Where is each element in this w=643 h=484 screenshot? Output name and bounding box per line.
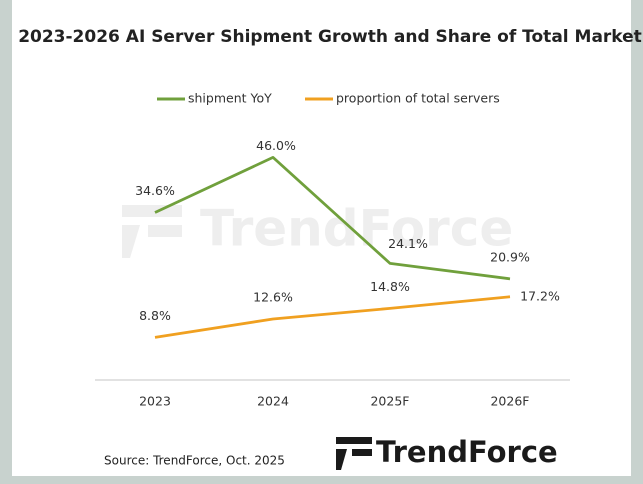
watermark: TrendForce bbox=[200, 200, 513, 258]
data-label: 46.0% bbox=[256, 138, 296, 153]
series-line bbox=[154, 155, 511, 281]
series-line bbox=[154, 295, 511, 339]
data-label: 17.2% bbox=[520, 288, 560, 303]
x-tick-label: 2024 bbox=[257, 394, 289, 409]
x-tick-label: 2023 bbox=[139, 394, 171, 409]
legend-label: shipment YoY bbox=[188, 91, 272, 106]
logo: TrendForce bbox=[376, 435, 558, 469]
data-label: 20.9% bbox=[490, 249, 530, 264]
data-label: 34.6% bbox=[135, 183, 175, 198]
x-tick-label: 2025F bbox=[370, 394, 409, 409]
data-label: 8.8% bbox=[139, 308, 171, 323]
legend-label: proportion of total servers bbox=[336, 91, 500, 106]
panel bbox=[12, 0, 631, 476]
data-label: 12.6% bbox=[253, 290, 293, 305]
chart-title: 2023-2026 AI Server Shipment Growth and … bbox=[18, 27, 642, 47]
data-label: 24.1% bbox=[388, 236, 428, 251]
x-tick-label: 2026F bbox=[490, 394, 529, 409]
data-label: 14.8% bbox=[370, 279, 410, 294]
source: Source: TrendForce, Oct. 2025 bbox=[104, 454, 285, 468]
logo-icon bbox=[336, 437, 372, 470]
